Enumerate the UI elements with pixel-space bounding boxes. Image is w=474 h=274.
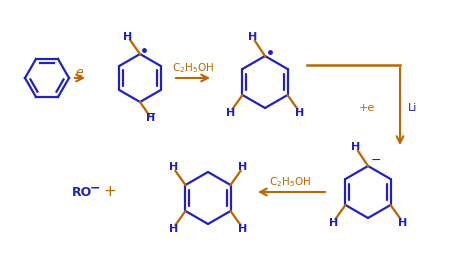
Text: +e: +e (359, 103, 375, 113)
Text: $\mathsf{C_2H_5OH}$: $\mathsf{C_2H_5OH}$ (269, 175, 311, 189)
Text: H: H (238, 224, 247, 234)
Text: H: H (351, 142, 361, 152)
Text: H: H (226, 108, 235, 118)
Text: H: H (398, 218, 407, 228)
Text: RO: RO (72, 185, 92, 198)
Text: H: H (146, 113, 155, 123)
Text: H: H (248, 32, 258, 42)
Text: −: − (371, 153, 381, 167)
Text: −: − (90, 181, 100, 195)
Text: H: H (238, 162, 247, 172)
Text: H: H (295, 108, 304, 118)
Text: H: H (123, 32, 133, 42)
Text: Li: Li (408, 103, 418, 113)
Text: −: − (146, 107, 156, 121)
Text: H: H (329, 218, 338, 228)
Text: e: e (75, 67, 83, 79)
Text: $\mathsf{C_2H_5OH}$: $\mathsf{C_2H_5OH}$ (172, 61, 214, 75)
Text: +: + (104, 184, 117, 199)
Text: H: H (169, 224, 178, 234)
Text: H: H (169, 162, 178, 172)
